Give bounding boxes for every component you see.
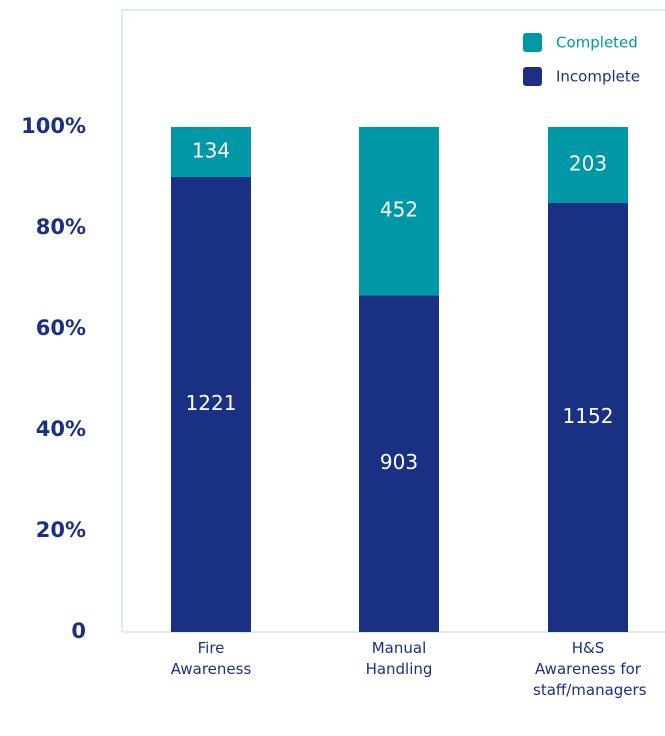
x-tick-label: Fire Awareness [170,639,252,678]
data-label: 1152 [563,404,614,428]
bar-segment [171,127,251,177]
data-label: 903 [380,450,418,474]
x-tick-label: Manual Handling [365,639,433,678]
data-label: 1221 [186,391,237,415]
bar-segment [548,202,628,632]
legend-swatch [523,67,542,86]
y-tick-label: 80% [36,215,86,239]
legend-label: Completed [556,34,638,52]
bar-segment [359,127,439,296]
y-tick-label: 40% [36,417,86,441]
data-label: 134 [192,138,230,162]
bar-segment [548,127,628,203]
legend-swatch [523,33,542,52]
y-tick-label: 60% [36,316,86,340]
y-tick-label: 100% [21,114,86,138]
y-tick-label: 0 [71,619,86,643]
data-label: 452 [380,198,418,222]
data-label: 203 [569,151,607,175]
bar-segment [171,176,251,632]
legend-label: Incomplete [556,68,640,86]
x-tick-label: H&S Awareness for staff/managers [533,639,647,699]
bar-segment [359,295,439,632]
y-tick-label: 20% [36,518,86,542]
